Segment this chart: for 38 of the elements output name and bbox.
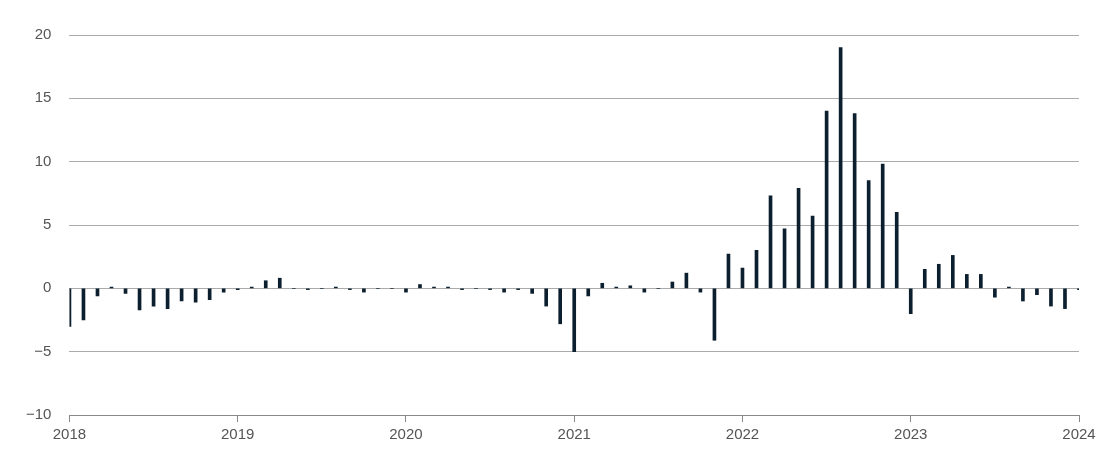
y-tick-label: 5 [43,215,52,233]
bar [558,288,563,325]
bar [965,274,969,289]
x-tick-label: 2021 [557,425,591,443]
bar [1049,288,1053,307]
y-tick-label: −5 [34,341,52,359]
bar [586,288,591,297]
bar [894,212,899,289]
bar [544,288,549,307]
y-tick-label: 0 [43,278,52,296]
x-tick-label: 2022 [725,425,760,443]
bar [600,282,605,289]
bar [572,288,577,352]
x-tick-label: 2020 [389,425,423,443]
bar [922,269,927,289]
y-tick-label: 20 [34,25,52,43]
bar [263,280,268,289]
y-tick-label: 15 [34,88,52,106]
y-tick-label: −10 [25,405,52,423]
bar [880,163,885,289]
bar [530,288,534,294]
bar [950,255,955,289]
bar [908,288,913,314]
bar [418,284,422,289]
y-tick-label: 10 [34,151,52,169]
bar [979,274,983,289]
bar [1063,288,1067,309]
x-tick-label: 2018 [52,425,87,443]
bar [936,263,941,289]
x-tick-label: 2023 [894,425,928,443]
bar [866,180,871,289]
bar [993,288,997,298]
bar [277,277,282,289]
bar [1035,288,1039,295]
x-tick-label: 2024 [1062,425,1096,443]
x-tick-label: 2019 [221,425,255,443]
bar [628,285,633,289]
bar [1021,288,1025,302]
